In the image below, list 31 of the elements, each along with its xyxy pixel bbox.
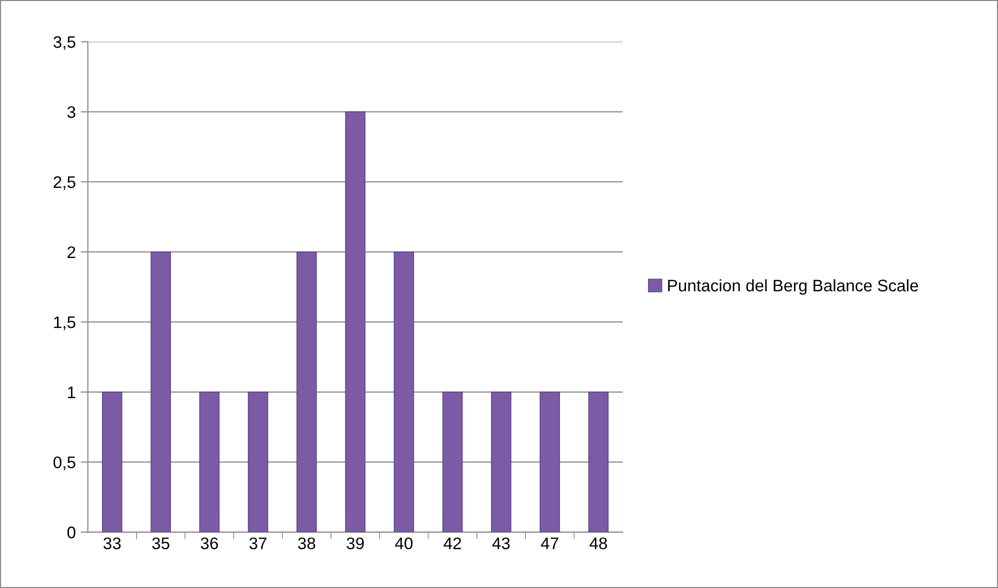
y-tick-label: 2,5 [54,176,76,190]
x-tick-label: 40 [395,537,413,550]
bar [540,392,560,532]
bar [442,392,463,532]
bar [394,251,414,532]
x-tick-label: 38 [298,537,316,550]
y-tick-label: 1,5 [54,316,76,330]
bar [248,392,268,532]
x-tick-label: 42 [444,537,461,550]
y-tick-label: 3 [67,106,76,118]
bar [150,251,171,532]
x-tick-label: 36 [200,537,218,550]
x-tick-label: 33 [104,537,121,550]
y-tick-label: 3,5 [53,36,76,50]
bar [491,392,512,532]
bar [199,392,220,532]
x-tick-label: 47 [540,538,558,550]
x-tick-label: 43 [492,537,510,550]
bar [588,392,609,532]
x-tick-label: 37 [249,537,266,550]
y-tick-label: 2 [68,246,76,258]
y-tick-label: 1 [68,386,76,398]
x-tick-label: 48 [590,537,607,550]
y-tick-label: 0 [67,526,76,538]
bar [296,251,317,532]
y-tick-label: 0,5 [54,456,76,470]
bar [102,392,122,532]
bar [345,111,366,532]
x-tick-label: 35 [152,537,170,550]
x-tick-label: 39 [346,537,364,550]
legend-label: Puntacion del Berg Balance Scale [668,279,918,295]
